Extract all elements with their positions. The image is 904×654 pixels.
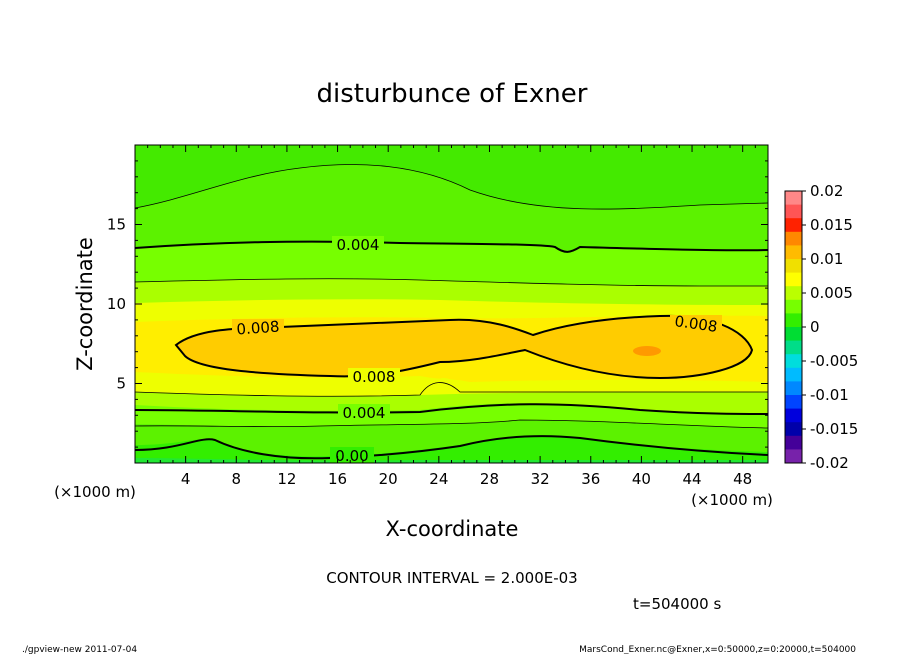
x-unit-left: (×1000 m) <box>54 483 136 501</box>
colorbar-label: 0.015 <box>810 216 853 234</box>
colorbar-segment <box>785 259 802 274</box>
colorbar-label: -0.02 <box>810 454 849 472</box>
colorbar-segment <box>785 299 802 314</box>
contour-label: 0.008 <box>236 318 280 339</box>
colorbar-label: 0.005 <box>810 284 853 302</box>
colorbar-segment <box>785 327 802 342</box>
x-tick-label: 20 <box>379 470 398 488</box>
colorbar-segment <box>785 408 802 423</box>
colorbar <box>785 191 802 464</box>
contour-0002-low <box>135 419 768 429</box>
colorbar-label: -0.005 <box>810 352 858 370</box>
colorbar-segment <box>785 272 802 287</box>
colorbar-segment <box>785 367 802 382</box>
colorbar-segment <box>785 218 802 233</box>
colorbar-segment <box>785 340 802 355</box>
contour-labels: 0.004 0.008 0.008 0.008 0.004 0.00 <box>232 236 722 465</box>
contour-interval: CONTOUR INTERVAL = 2.000E-03 <box>326 569 577 587</box>
x-tick-label: 44 <box>682 470 701 488</box>
contour-label: 0.004 <box>337 236 380 254</box>
y-axis-label: Z-coordinate <box>73 237 97 371</box>
y-tick-label: 15 <box>107 216 126 234</box>
x-unit-right: (×1000 m) <box>691 491 773 509</box>
contour-0002-top <box>135 164 768 210</box>
colorbar-segment <box>785 435 802 450</box>
contour-0006-low <box>135 382 768 397</box>
colorbar-segment <box>785 381 802 396</box>
x-tick-label: 8 <box>232 470 242 488</box>
colorbar-label: -0.01 <box>810 386 849 404</box>
x-tick-label: 36 <box>581 470 600 488</box>
y-axis: 5 10 15 <box>107 160 768 448</box>
contour-label: 0.00 <box>335 447 368 465</box>
colorbar-segment <box>785 395 802 410</box>
colorbar-segment <box>785 245 802 260</box>
x-tick-label: 24 <box>429 470 448 488</box>
x-tick-label: 16 <box>328 470 347 488</box>
x-tick-label: 4 <box>181 470 191 488</box>
colorbar-segment <box>785 231 802 246</box>
contour-label: 0.008 <box>673 312 718 336</box>
colorbar-label: 0 <box>810 318 820 336</box>
colorbar-segment <box>785 191 802 206</box>
time-label: t=504000 s <box>633 595 721 613</box>
colorbar-segment <box>785 449 802 464</box>
colorbar-label: 0.01 <box>810 250 843 268</box>
colorbar-segment <box>785 286 802 301</box>
contour-0006-top <box>135 278 768 287</box>
y-tick-label: 5 <box>116 375 126 393</box>
contour-0000 <box>135 435 768 460</box>
colorbar-segment <box>785 204 802 219</box>
x-axis-label: X-coordinate <box>386 517 519 541</box>
x-tick-label: 40 <box>632 470 651 488</box>
colorbar-label: 0.02 <box>810 182 843 200</box>
colorbar-ticks: 0.02 0.015 0.01 0.005 0 -0.005 -0.01 -0.015 -0.0… <box>802 182 858 472</box>
colorbar-label: -0.015 <box>810 420 858 438</box>
footer-right: MarsCond_Exner.nc@Exner,x=0:50000,z=0:20… <box>579 645 856 654</box>
x-tick-label: 48 <box>733 470 752 488</box>
contour-label: 0.008 <box>353 368 396 386</box>
y-tick-label: 10 <box>107 295 126 313</box>
footer-left: ./gpview-new 2011-07-04 <box>22 645 137 654</box>
contour-label: 0.004 <box>343 404 386 422</box>
x-tick-label: 32 <box>531 470 550 488</box>
colorbar-segment <box>785 313 802 328</box>
contour-0004-top <box>135 240 768 253</box>
colorbar-segment <box>785 354 802 369</box>
x-tick-label: 12 <box>277 470 296 488</box>
max-region <box>633 346 661 356</box>
x-tick-label: 28 <box>480 470 499 488</box>
contour-fill <box>135 145 768 463</box>
colorbar-segment <box>785 422 802 437</box>
contour-0004-low <box>135 403 768 415</box>
chart-title: disturbunce of Exner <box>317 79 588 109</box>
x-axis: 4 8 12 16 20 24 28 32 36 40 44 48 <box>147 145 756 488</box>
band-0008 <box>176 315 752 378</box>
